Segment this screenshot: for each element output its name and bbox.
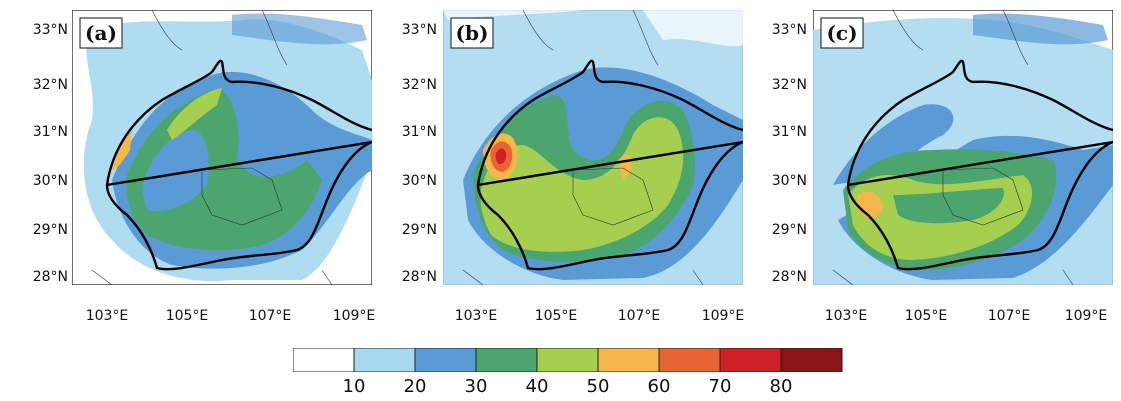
colorbar-tick: 70: [708, 376, 732, 397]
lon-label: 103°E: [454, 308, 498, 324]
panel-c: (c): [813, 10, 1113, 285]
colorbar-tick: 50: [586, 376, 610, 397]
basin-boundary: [476, 59, 743, 271]
colorbar-swatch: [414, 348, 477, 372]
lat-label: 29°N: [32, 222, 68, 238]
panel-label-box: [79, 17, 123, 49]
lon-label: 107°E: [987, 308, 1031, 324]
lon-label: 109°E: [1064, 308, 1108, 324]
panel-label-box: [450, 17, 494, 49]
lat-label: 30°N: [32, 173, 68, 189]
lat-label: 30°N: [771, 173, 807, 189]
province-line: [201, 167, 283, 226]
lat-label: 28°N: [401, 269, 437, 285]
colorbar-swatch: [293, 348, 355, 372]
field-blank: [443, 10, 743, 47]
lat-label: 31°N: [771, 124, 807, 140]
border-lines: [462, 10, 704, 285]
field-20-top: [973, 13, 1108, 45]
province-line: [942, 167, 1024, 226]
colorbar-swatch: [536, 348, 599, 372]
lon-label: 103°E: [824, 308, 868, 324]
lon-label: 107°E: [248, 308, 292, 324]
lat-label: 29°N: [401, 222, 437, 238]
lon-label: 109°E: [332, 308, 376, 324]
colorbar: [293, 348, 843, 372]
panel-b: (b): [443, 10, 743, 285]
colorbar-tick: 20: [403, 376, 427, 397]
panel-label-box: [820, 17, 864, 49]
colorbar-tick: 60: [647, 376, 671, 397]
colorbar-swatch: [780, 348, 843, 372]
colorbar-swatch: [353, 348, 416, 372]
lat-label: 31°N: [32, 124, 68, 140]
lon-label: 109°E: [701, 308, 745, 324]
lat-label: 32°N: [771, 77, 807, 93]
lon-label: 105°E: [904, 308, 948, 324]
lat-label: 33°N: [771, 22, 807, 38]
colorbar-tick: 80: [769, 376, 793, 397]
field-70: [495, 148, 507, 165]
field-40: [167, 88, 222, 140]
field-50: [112, 130, 132, 170]
lat-label: 32°N: [401, 77, 437, 93]
basin-boundary: [105, 59, 372, 271]
colorbar-swatch: [719, 348, 782, 372]
lat-label: 30°N: [401, 173, 437, 189]
lat-label: 28°N: [32, 269, 68, 285]
map-c: (c): [813, 10, 1113, 285]
colorbar-tick: 40: [525, 376, 549, 397]
colorbar-tick: 10: [342, 376, 366, 397]
colorbar-tick: 30: [464, 376, 488, 397]
province-line: [572, 167, 654, 226]
lat-label: 29°N: [771, 222, 807, 238]
panel-label: (a): [85, 21, 117, 45]
basin-boundary: [846, 59, 1113, 271]
colorbar-swatch: [475, 348, 538, 372]
lon-label: 103°E: [85, 308, 129, 324]
lon-label: 105°E: [165, 308, 209, 324]
lat-label: 33°N: [401, 22, 437, 38]
lat-label: 33°N: [32, 22, 68, 38]
colorbar-swatch: [658, 348, 721, 372]
field-40: [480, 117, 684, 252]
border-lines: [832, 10, 1074, 285]
lon-label: 107°E: [617, 308, 661, 324]
lon-label: 105°E: [534, 308, 578, 324]
lat-label: 32°N: [32, 77, 68, 93]
field-20-inner: [142, 130, 209, 212]
map-a: (a): [72, 10, 372, 285]
panel-label: (c): [826, 21, 857, 45]
lat-label: 28°N: [771, 269, 807, 285]
lat-label: 31°N: [401, 124, 437, 140]
map-b: (b): [443, 10, 743, 285]
colorbar-swatch: [597, 348, 660, 372]
border-lines: [91, 10, 333, 285]
panel-a: (a): [72, 10, 372, 285]
field-20-top: [232, 13, 367, 45]
panel-label: (b): [456, 21, 489, 45]
